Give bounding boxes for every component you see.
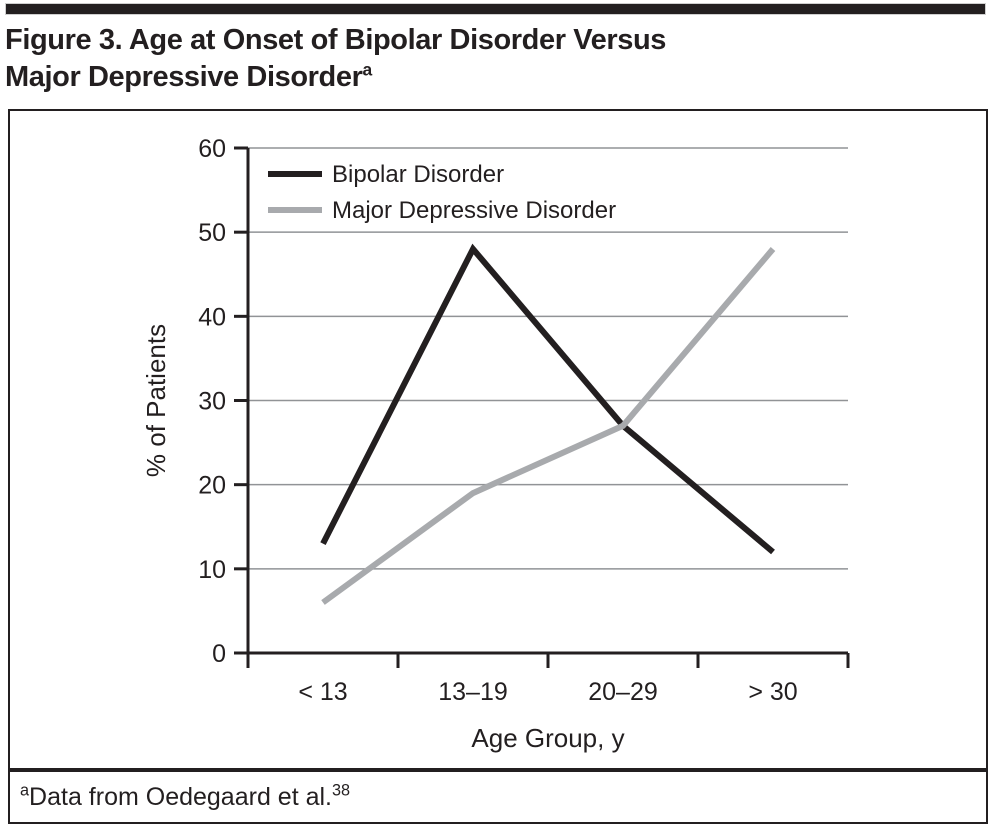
figure-title: Figure 3. Age at Onset of Bipolar Disord…	[5, 22, 666, 96]
footnote-marker: a	[20, 781, 30, 800]
footnote-body: Data from Oedegaard et al.	[29, 782, 332, 811]
legend-label-0: Bipolar Disorder	[332, 161, 504, 188]
footnote-reference: 38	[332, 781, 351, 800]
y-tick-label-60: 60	[198, 135, 226, 163]
y-tick-label-30: 30	[198, 388, 226, 416]
x-axis-title: Age Group, y	[471, 723, 624, 753]
x-tick-label-0: < 13	[298, 678, 347, 706]
top-rule	[5, 3, 986, 15]
y-tick-label-10: 10	[198, 556, 226, 584]
x-tick-label-1: 13–19	[438, 678, 508, 706]
series-line-0	[320, 243, 775, 555]
series-line-1	[321, 247, 776, 605]
footnote-text: aData from Oedegaard et al.38	[20, 781, 351, 812]
legend-label-1: Major Depressive Disorder	[332, 197, 616, 224]
y-tick-label-40: 40	[198, 303, 226, 331]
figure-title-footnote-marker: a	[362, 59, 373, 80]
y-tick-label-0: 0	[212, 640, 226, 668]
x-tick-label-2: 20–29	[588, 678, 658, 706]
y-axis-title: % of Patients	[141, 324, 171, 477]
chart-panel: 0 10 20 30 40 50 60 < 13 13–19 20–29 > 30 Age Group…	[8, 109, 988, 770]
y-tick-label-50: 50	[198, 219, 226, 247]
figure-title-line2: Major Depressive Disorder	[5, 61, 363, 93]
chart-svg: 0 10 20 30 40 50 60 < 13 13–19 20–29 > 30 Age Group…	[141, 135, 850, 753]
figure-title-line1: Figure 3. Age at Onset of Bipolar Disord…	[5, 24, 666, 56]
x-tick-label-3: > 30	[748, 678, 797, 706]
footnote-panel: aData from Oedegaard et al.38	[8, 770, 988, 824]
y-tick-label-20: 20	[198, 472, 226, 500]
